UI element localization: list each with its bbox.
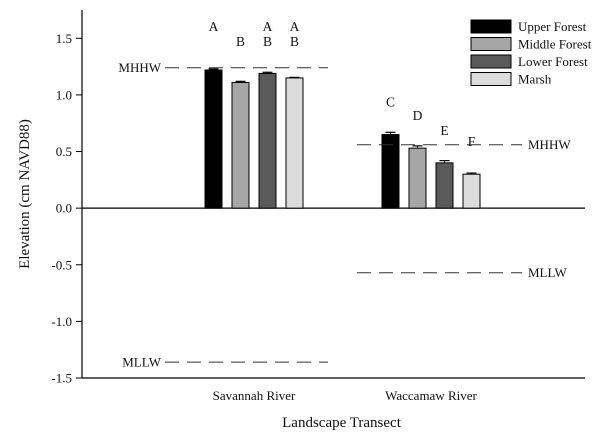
y-tick-label: 0.5 xyxy=(56,144,72,159)
legend-label: Upper Forest xyxy=(518,19,587,34)
legend-label: Lower Forest xyxy=(518,54,588,69)
significance-letter: D xyxy=(413,108,423,123)
significance-letter: A xyxy=(263,19,273,34)
y-tick-label: -1.0 xyxy=(51,314,72,329)
y-axis-title: Elevation (cm NAVD88) xyxy=(17,119,33,269)
reference-line-label: MHHW xyxy=(528,137,571,152)
legend-swatch xyxy=(470,54,512,69)
reference-line-label: MLLW xyxy=(122,355,161,370)
y-tick-label: -0.5 xyxy=(51,257,72,272)
significance-letter: A xyxy=(290,19,300,34)
y-tick-label: 0.0 xyxy=(56,201,72,216)
legend-swatch xyxy=(470,19,512,34)
reference-line-label: MLLW xyxy=(528,265,567,280)
legend: Upper Forest Middle Forest Lower Forest Mar… xyxy=(470,19,592,87)
reference-line-label: MHHW xyxy=(118,60,161,75)
significance-letter: A xyxy=(209,19,219,34)
y-tick-label: 1.5 xyxy=(56,31,72,46)
y-tick-label: 1.0 xyxy=(56,87,72,102)
bar-lower-forest xyxy=(435,162,454,209)
legend-swatch xyxy=(470,37,512,51)
significance-letter: F xyxy=(468,134,476,149)
significance-letter: C xyxy=(386,95,395,110)
bar-lower-forest xyxy=(258,72,277,209)
x-axis-title: Landscape Transect xyxy=(282,415,402,431)
legend-swatch xyxy=(470,72,512,86)
significance-letter: B xyxy=(263,34,272,49)
significance-letter: B xyxy=(236,34,245,49)
bar-marsh xyxy=(285,77,304,209)
significance-letter: B xyxy=(290,34,299,49)
legend-label: Marsh xyxy=(518,72,552,87)
x-tick-label: Savannah River xyxy=(213,388,296,403)
bar-middle-forest xyxy=(231,81,250,209)
x-tick-label: Waccamaw River xyxy=(385,388,477,403)
bar-middle-forest xyxy=(408,147,427,209)
legend-label: Middle Forest xyxy=(518,37,592,52)
bar-upper-forest xyxy=(381,134,400,209)
bar-marsh xyxy=(462,173,481,209)
y-tick-label: -1.5 xyxy=(51,371,72,386)
bar-upper-forest xyxy=(204,69,223,209)
significance-letter: E xyxy=(440,123,448,138)
